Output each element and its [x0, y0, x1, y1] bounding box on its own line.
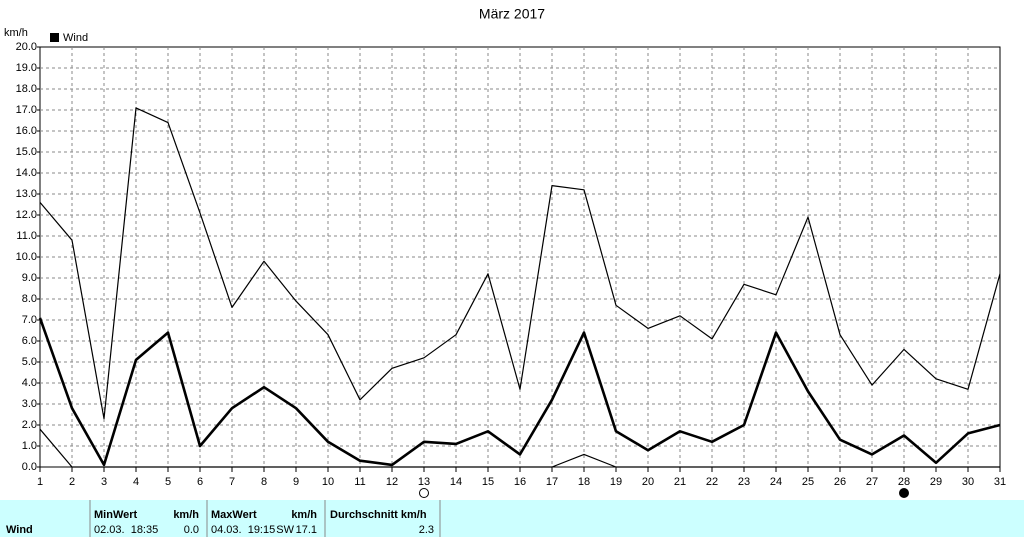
table-header: km/h [173, 509, 199, 521]
x-tick-label: 16 [514, 476, 526, 488]
legend-label: Wind [63, 32, 88, 44]
x-tick-label: 24 [770, 476, 782, 488]
table-background [0, 500, 1024, 537]
legend-swatch [50, 33, 59, 42]
moon-symbol [419, 488, 429, 498]
y-tick-label: 9.0 [22, 272, 37, 284]
x-tick-label: 23 [738, 476, 750, 488]
y-tick-label: 8.0 [22, 293, 37, 305]
x-tick-label: 14 [450, 476, 462, 488]
moon-symbol [899, 488, 909, 498]
table-header: MaxWert [211, 509, 257, 521]
x-tick-label: 15 [482, 476, 494, 488]
y-tick-label: 20.0 [16, 41, 37, 53]
table-header: MinWert [94, 509, 138, 521]
x-tick-label: 31 [994, 476, 1006, 488]
x-tick-label: 28 [898, 476, 910, 488]
y-tick-label: 4.0 [22, 377, 37, 389]
y-tick-label: 3.0 [22, 398, 37, 410]
y-tick-label: 0.0 [22, 461, 37, 473]
x-tick-label: 17 [546, 476, 558, 488]
table-cell: 02.03. 18:35 [94, 524, 158, 536]
x-tick-label: 30 [962, 476, 974, 488]
x-tick-label: 25 [802, 476, 814, 488]
y-tick-label: 7.0 [22, 314, 37, 326]
x-tick-label: 19 [610, 476, 622, 488]
y-tick-label: 6.0 [22, 335, 37, 347]
y-tick-label: 10.0 [16, 251, 37, 263]
x-tick-label: 26 [834, 476, 846, 488]
y-tick-label: 12.0 [16, 209, 37, 221]
y-tick-label: 19.0 [16, 62, 37, 74]
y-tick-label: 14.0 [16, 167, 37, 179]
x-tick-label: 11 [354, 476, 365, 488]
line-series [39, 428, 1000, 468]
y-tick-label: 13.0 [16, 188, 37, 200]
table-header: km/h [291, 509, 317, 521]
x-tick-label: 22 [706, 476, 718, 488]
y-tick-label: 16.0 [16, 125, 37, 137]
table-cell: 04.03. 19:15 [211, 524, 275, 536]
x-tick-label: 13 [418, 476, 430, 488]
y-axis-label: km/h [4, 27, 28, 39]
x-tick-label: 10 [322, 476, 334, 488]
x-tick-label: 9 [293, 476, 299, 488]
table-cell: 0.0 [184, 524, 199, 536]
x-tick-label: 2 [69, 476, 75, 488]
table-header: Durchschnitt km/h [330, 509, 427, 521]
y-tick-label: 1.0 [22, 440, 37, 452]
x-tick-label: 12 [386, 476, 398, 488]
summary-table: MinWert km/h MaxWert km/h Durchschnitt k… [0, 500, 1024, 537]
line-series [38, 317, 1001, 467]
table-row-label: Wind [6, 524, 33, 536]
x-tick-label: 5 [165, 476, 171, 488]
x-tick-label: 20 [642, 476, 654, 488]
x-tick-label: 27 [866, 476, 878, 488]
y-tick-label: 15.0 [16, 146, 37, 158]
y-tick-label: 5.0 [22, 356, 37, 368]
y-tick-label: 18.0 [16, 83, 37, 95]
chart-title: März 2017 [479, 6, 545, 22]
line-series [39, 107, 1001, 420]
x-tick-label: 7 [229, 476, 235, 488]
x-tick-label: 21 [674, 476, 686, 488]
x-tick-label: 4 [133, 476, 139, 488]
x-tick-label: 1 [37, 476, 43, 488]
x-tick-label: 6 [197, 476, 203, 488]
y-tick-label: 2.0 [22, 419, 37, 431]
x-tick-label: 18 [578, 476, 590, 488]
x-tick-label: 3 [101, 476, 107, 488]
table-cell: 17.1 [296, 524, 317, 536]
y-tick-label: 17.0 [16, 104, 37, 116]
x-tick-label: 8 [261, 476, 267, 488]
table-cell: 2.3 [419, 524, 434, 536]
x-tick-label: 29 [930, 476, 942, 488]
y-tick-label: 11.0 [16, 230, 37, 242]
table-cell: SW [276, 524, 294, 536]
